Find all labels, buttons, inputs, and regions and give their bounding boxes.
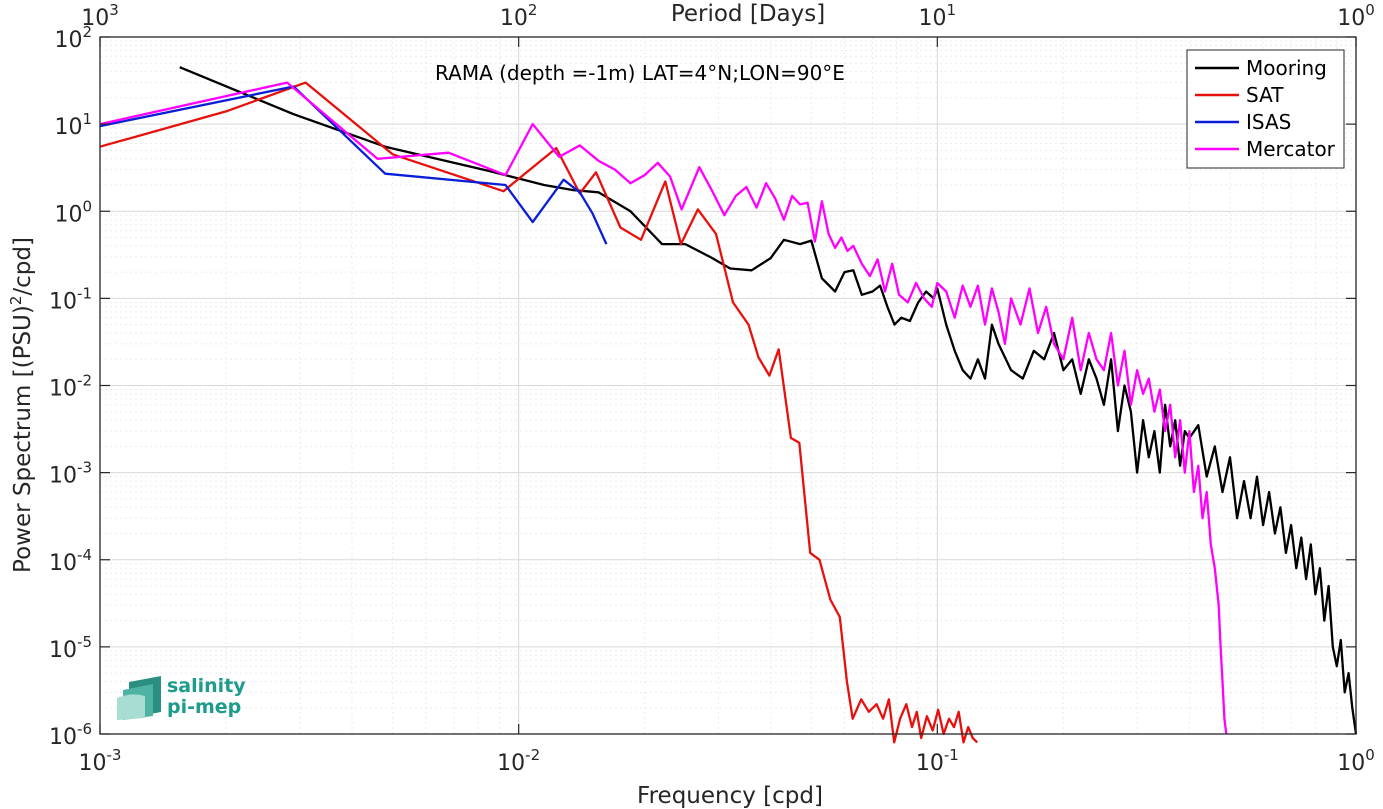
legend-label-mooring: Mooring — [1246, 56, 1327, 80]
logo-wave-front — [117, 694, 145, 720]
y-tick-label-base: 10 — [49, 289, 77, 314]
y-tick-label-exp: 2 — [82, 23, 92, 41]
top-tick-label-exp: 1 — [947, 1, 957, 19]
y-tick-label-exp: -4 — [77, 546, 92, 564]
top-tick-label-base: 10 — [81, 6, 109, 31]
x-axis-label: Frequency [cpd] — [637, 783, 823, 809]
legend-label-isas: ISAS — [1246, 110, 1291, 134]
y-tick-label: 100 — [54, 197, 92, 227]
y-tick-label: 10-2 — [49, 372, 92, 402]
y-tick-label-base: 10 — [54, 115, 82, 140]
y-tick-label: 10-5 — [49, 633, 92, 663]
top-tick-label: 102 — [500, 1, 538, 31]
y-tick-label-exp: 0 — [82, 197, 92, 215]
series-line-mercator — [99, 81, 1228, 735]
series-line-mooring — [179, 66, 1358, 735]
top-axis-label: Period [Days] — [671, 1, 825, 27]
top-tick-label-exp: 0 — [1365, 1, 1375, 19]
salinity-pimep-logo: salinity pi-mep — [117, 675, 246, 720]
x-tick-label-base: 10 — [1337, 751, 1365, 776]
x-tick-label: 10-3 — [79, 746, 122, 776]
y-tick-label-base: 10 — [49, 551, 77, 576]
x-tick-label: 10-1 — [916, 746, 959, 776]
x-tick-label: 10-2 — [497, 746, 540, 776]
y-tick-label-base: 10 — [49, 725, 77, 750]
top-tick-label-base: 10 — [500, 6, 528, 31]
y-tick-label-exp: -5 — [77, 633, 92, 651]
x-tick-label-base: 10 — [79, 751, 107, 776]
y-tick-label: 101 — [54, 110, 92, 140]
top-tick-label: 100 — [1337, 1, 1375, 31]
y-tick-label-base: 10 — [49, 638, 77, 663]
y-tick-label-exp: 1 — [82, 110, 92, 128]
logo-line2: pi-mep — [167, 696, 241, 718]
chart-title: RAMA (depth =-1m) LAT=4°N;LON=90°E — [435, 61, 845, 85]
x-tick-label-base: 10 — [497, 751, 525, 776]
y-tick-label: 102 — [54, 23, 92, 53]
top-tick-label-exp: 3 — [109, 1, 119, 19]
y-tick-label-exp: -1 — [77, 284, 92, 302]
y-axis-label: Power Spectrum [(PSU)2/cpd] — [7, 237, 36, 573]
series-line-sat — [99, 81, 979, 744]
top-tick-label-base: 10 — [919, 6, 947, 31]
x-tick-label-exp: -1 — [944, 746, 959, 764]
y-axis-label-tail: /cpd] — [10, 237, 36, 296]
y-tick-label: 10-6 — [49, 720, 92, 750]
y-tick-label: 10-3 — [49, 459, 92, 489]
top-tick-label: 101 — [919, 1, 957, 31]
top-tick-label-base: 10 — [1337, 6, 1365, 31]
x-tick-label-exp: 0 — [1365, 746, 1375, 764]
y-tick-label-exp: -6 — [77, 720, 92, 738]
x-tick-label: 100 — [1337, 746, 1375, 776]
legend-label-sat: SAT — [1246, 83, 1284, 107]
y-tick-label-exp: -3 — [77, 459, 92, 477]
x-tick-label-exp: -2 — [525, 746, 540, 764]
y-tick-label-base: 10 — [54, 28, 82, 53]
logo-line1: salinity — [167, 675, 246, 697]
y-axis-label-sup: 2 — [7, 296, 25, 306]
y-axis-label-main: Power Spectrum [(PSU) — [10, 305, 36, 573]
y-tick-label-base: 10 — [49, 464, 77, 489]
x-tick-label-exp: -3 — [107, 746, 122, 764]
series-line-isas — [99, 85, 608, 245]
series-layer — [99, 66, 1358, 744]
x-tick-label-base: 10 — [916, 751, 944, 776]
legend-label-mercator: Mercator — [1246, 137, 1336, 161]
y-tick-label-base: 10 — [54, 202, 82, 227]
y-tick-label-base: 10 — [49, 377, 77, 402]
y-tick-label: 10-4 — [49, 546, 92, 576]
top-tick-label-exp: 2 — [528, 1, 538, 19]
top-tick-label: 103 — [81, 1, 119, 31]
y-tick-label: 10-1 — [49, 284, 92, 314]
legend: Mooring SAT ISAS Mercator — [1186, 49, 1345, 169]
y-tick-label-exp: -2 — [77, 372, 92, 390]
